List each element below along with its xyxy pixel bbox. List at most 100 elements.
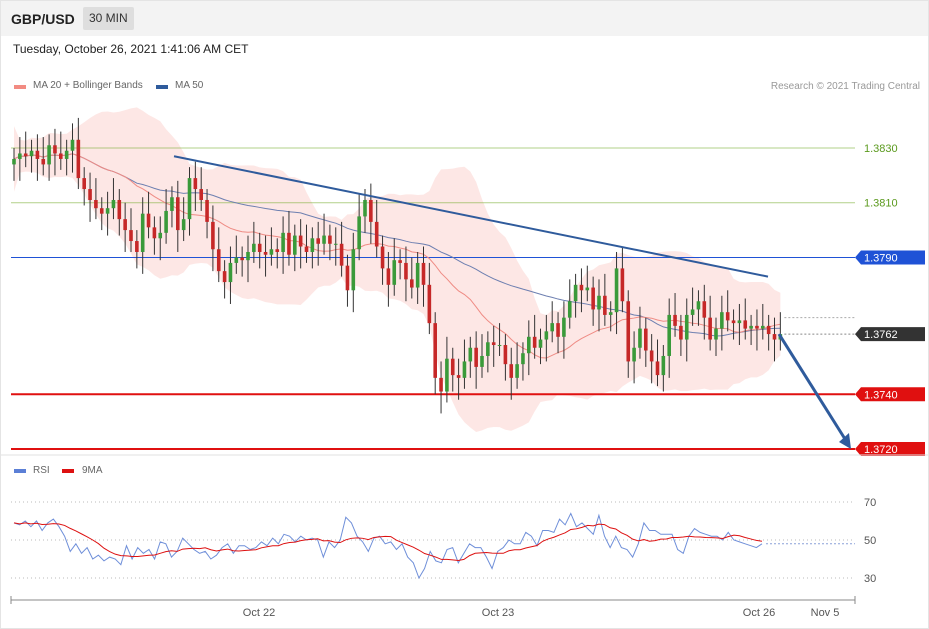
candle-body [252,243,256,252]
candle-body [310,238,315,252]
candle-body [246,251,250,261]
candle-body [380,246,385,269]
candle-body [521,353,525,365]
candle-body [731,320,736,324]
candle-body [603,295,607,315]
candle-body [281,232,285,252]
candle-body [684,314,689,340]
candle-body [404,262,408,280]
candle-body [129,230,133,242]
candle-body [275,249,280,252]
candle-body [673,314,677,326]
level-label-1.3740: 1.3740 [864,389,898,401]
candle-body [23,153,28,157]
candle-body [398,260,402,263]
candle-body [725,312,730,321]
candle-body [579,284,584,291]
ma20-legend-label: MA 20 + Bollinger Bands [33,80,143,91]
candle-body [667,314,671,356]
candle-body [433,323,437,378]
candle-body [117,199,122,220]
forecast-arrow-shaft [777,333,847,440]
candle-body [12,158,16,165]
candle-body [140,213,145,252]
rsi-legend-swatch [14,469,26,473]
candle-body [205,199,209,222]
candle-body [181,219,186,231]
candle-body [491,342,496,346]
candle-body [211,221,215,250]
candle-body [240,257,244,261]
candle-body [714,328,718,340]
rsi-ma9-line [13,522,763,561]
ma9-legend-label: 9MA [82,465,103,476]
ma50-line [13,153,781,337]
candle-body [661,355,666,376]
candle-body [70,139,75,151]
timeframe-button[interactable]: 30 MIN [83,7,134,30]
ma20-line [13,153,781,359]
candle-body [503,345,508,365]
candle-body [486,342,490,356]
level-label-1.3720: 1.3720 [864,444,898,456]
candle-body [591,287,595,310]
candle-body [263,251,268,255]
candle-body [18,153,22,159]
candle-body [41,158,46,165]
candle-body [123,219,127,231]
candle-body [638,328,642,348]
candle-body [720,312,724,329]
rsi-tick-70: 70 [864,497,876,509]
candle-body [339,243,344,266]
candle-body [614,268,619,313]
candle-body [199,189,203,200]
candle-body [439,377,443,392]
candle-body [755,325,759,329]
candle-body [164,210,168,233]
candle-body [304,246,309,252]
candle-body [567,301,572,318]
candle-body [152,227,157,239]
candle-body [99,208,104,214]
candle-body [257,243,262,252]
ma50-legend-label: MA 50 [175,80,204,91]
candle-body [322,235,326,244]
candle-body [357,216,361,250]
chart-header [0,0,929,36]
candle-body [269,249,274,255]
ma20-legend-swatch [14,85,26,89]
candle-body [369,199,373,222]
x-tick-label: Oct 23 [482,607,514,619]
candle-body [632,347,636,362]
symbol-label: GBP/USD [11,11,75,27]
candle-body [644,328,648,351]
candle-body [94,199,98,209]
candle-body [421,262,426,285]
candle-body [427,284,432,324]
timestamp: Tuesday, October 26, 2021 1:41:06 AM CET [13,42,249,56]
candle-body [527,336,531,354]
candle-body [105,208,110,214]
candle-body [415,262,420,288]
candle-body [176,197,180,231]
forecast-arrow-head [839,433,851,449]
resistance-trendline [173,155,769,278]
candle-body [170,197,174,211]
level-label-1.3762: 1.3762 [864,329,898,341]
candle-body [702,301,707,318]
candle-body [216,249,221,272]
candle-body [562,317,566,337]
candle-body [515,364,519,378]
ma9-legend-swatch [62,469,74,473]
candle-body [608,312,613,315]
candle-body [532,336,537,348]
candle-body [135,241,139,252]
candle-body [234,257,239,263]
candle-body [538,339,543,348]
x-tick-label: Oct 26 [743,607,775,619]
candle-body [316,238,320,244]
candle-body [456,375,461,378]
candle-body [772,334,777,340]
level-tag-1.3762 [855,327,925,342]
